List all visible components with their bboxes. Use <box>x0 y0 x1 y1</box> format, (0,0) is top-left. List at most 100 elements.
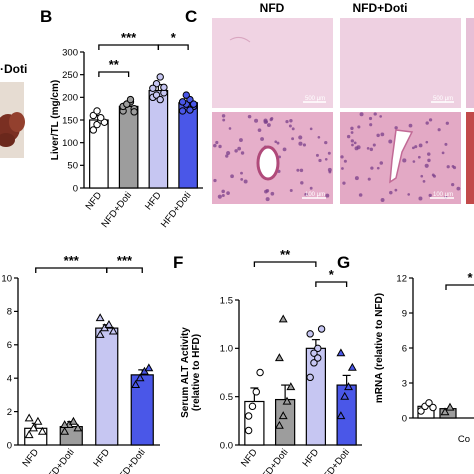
histology-image-cropped <box>466 18 474 108</box>
histology-nucleus <box>239 138 243 142</box>
data-point <box>244 426 253 435</box>
data-point <box>178 98 187 106</box>
y-tick-label: 12 <box>396 273 407 284</box>
histology-nucleus <box>370 166 374 170</box>
data-point <box>256 368 264 377</box>
bar <box>178 102 198 189</box>
histology-nucleus <box>263 118 268 123</box>
histology-nucleus <box>368 116 373 121</box>
histology-nucleus <box>373 112 377 116</box>
data-point <box>97 114 105 122</box>
significance-bracket <box>106 267 143 273</box>
y-tick-label: 3 <box>402 378 407 389</box>
histology-nucleus <box>317 135 321 139</box>
histology-nucleus <box>270 191 275 196</box>
data-point <box>252 388 260 396</box>
data-point <box>347 362 357 371</box>
histology-nucleus <box>456 186 461 191</box>
liver-lobe <box>0 133 15 147</box>
histology-nucleus <box>425 121 429 125</box>
histology-nucleus <box>221 114 226 118</box>
data-point <box>131 380 141 388</box>
histology-nucleus <box>215 140 219 145</box>
significance-label: *** <box>64 253 80 268</box>
histology-image-nfd-low <box>212 18 333 108</box>
histology-nucleus <box>315 153 319 157</box>
histology-nucleus <box>408 123 413 128</box>
histology-nucleus <box>427 152 431 156</box>
histology-nucleus <box>327 167 332 172</box>
x-category-label: NFD+Doti <box>256 447 291 474</box>
significance-bracket <box>445 284 474 290</box>
data-point <box>340 391 350 400</box>
significance-bracket <box>253 261 317 267</box>
data-point <box>244 412 253 420</box>
significance-bracket <box>157 44 189 50</box>
histology-nucleus <box>309 186 313 190</box>
y-tick-label: 300 <box>62 47 78 58</box>
x-category-label: NFD <box>20 447 41 469</box>
data-point <box>95 329 105 338</box>
data-point <box>336 411 346 420</box>
histology-nucleus <box>221 194 225 198</box>
significance-bracket <box>98 71 130 77</box>
histology-nucleus <box>299 168 304 173</box>
histology-nucleus <box>304 192 308 197</box>
data-point <box>286 382 296 391</box>
histology-nucleus <box>302 143 307 147</box>
data-point <box>130 108 138 116</box>
bar <box>148 89 169 189</box>
data-point <box>144 363 154 372</box>
histology-nucleus <box>444 142 448 146</box>
histology-nucleus <box>298 141 303 146</box>
y-tick-label: 250 <box>62 70 78 81</box>
histology-nucleus <box>240 171 243 175</box>
histology-nucleus <box>422 180 426 183</box>
panel-letter-g: G <box>337 253 350 272</box>
y-tick-label: 50 <box>67 161 78 172</box>
histology-nucleus <box>288 124 292 128</box>
data-point <box>306 330 314 338</box>
histology-vessel <box>256 145 280 181</box>
bar <box>95 327 119 446</box>
histology-nucleus <box>285 119 289 124</box>
significance-bracket <box>315 281 348 287</box>
scale-bar-label: 100 μm <box>305 192 325 198</box>
histology-nucleus <box>425 140 429 144</box>
x-category-label: HFD <box>91 447 112 469</box>
y-tick-label: 9 <box>402 308 407 319</box>
y-tick-label: 1.5 <box>220 295 233 306</box>
y-tick-label: 200 <box>62 93 78 104</box>
histology-nucleus <box>376 133 380 138</box>
x-category-label: NFD+Doti <box>99 190 134 230</box>
data-point <box>104 319 114 328</box>
data-point <box>310 359 318 367</box>
histology-nucleus <box>343 159 347 163</box>
significance-label: ** <box>280 247 291 262</box>
histology-nucleus <box>351 143 354 147</box>
scale-bar-label: 500 μm <box>305 96 325 102</box>
data-point <box>149 84 157 92</box>
data-point <box>126 95 135 104</box>
data-point <box>37 426 47 435</box>
bar <box>118 105 139 189</box>
histology-nucleus <box>225 154 229 158</box>
x-category-label: NFD <box>239 447 260 469</box>
histology-nucleus <box>264 189 268 194</box>
scale-bar-label: 100 μm <box>433 192 453 198</box>
histology-nucleus <box>298 135 303 140</box>
chart-mrna-partial: 0 3 6 9 12 mRNA (relative to NFD) * Co <box>374 270 474 445</box>
histology-nucleus <box>265 197 270 202</box>
y-tick-label: 150 <box>62 115 78 126</box>
histology-nucleus <box>234 149 238 153</box>
data-point <box>186 106 194 114</box>
histology-nucleus <box>446 165 450 169</box>
histology-nuclei <box>213 112 461 202</box>
data-point <box>108 326 118 335</box>
data-point <box>189 100 198 108</box>
histology-nucleus <box>341 167 344 170</box>
histology-nucleus <box>388 139 393 144</box>
histology-nucleus <box>380 198 385 202</box>
y-tick-label: 100 <box>62 138 78 149</box>
data-point <box>60 420 70 429</box>
